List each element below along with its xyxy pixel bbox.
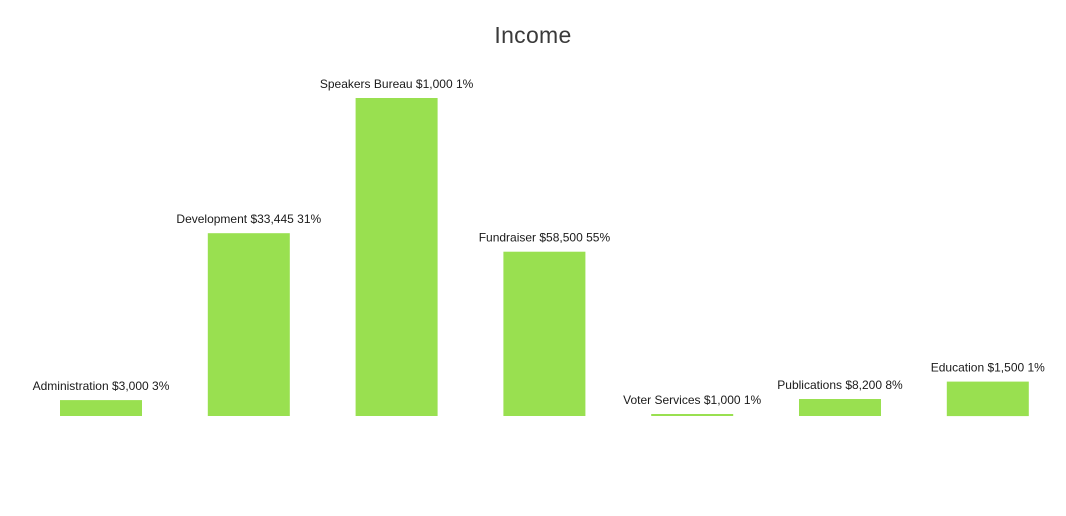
bars-group (60, 98, 1029, 417)
bar-publications (799, 399, 881, 416)
bar-voter-services (651, 414, 734, 416)
data-label-speakers-bureau: Speakers Bureau $1,000 1% (320, 77, 474, 91)
data-labels-group: Administration $3,000 3% Development $33,… (33, 77, 1046, 407)
bar-speakers-bureau (355, 98, 438, 416)
bar-education (946, 381, 1029, 417)
data-label-administration: Administration $3,000 3% (33, 379, 170, 393)
data-label-publications: Publications $8,200 8% (777, 378, 903, 392)
chart-title: Income (494, 22, 572, 48)
bar-development (207, 233, 290, 416)
data-label-voter-services: Voter Services $1,000 1% (623, 393, 761, 407)
data-label-development: Development $33,445 31% (176, 212, 321, 226)
data-label-fundraiser: Fundraiser $58,500 55% (479, 231, 611, 245)
bar-fundraiser (503, 251, 586, 416)
data-label-education: Education $1,500 1% (931, 361, 1045, 375)
bar-administration (60, 400, 142, 416)
